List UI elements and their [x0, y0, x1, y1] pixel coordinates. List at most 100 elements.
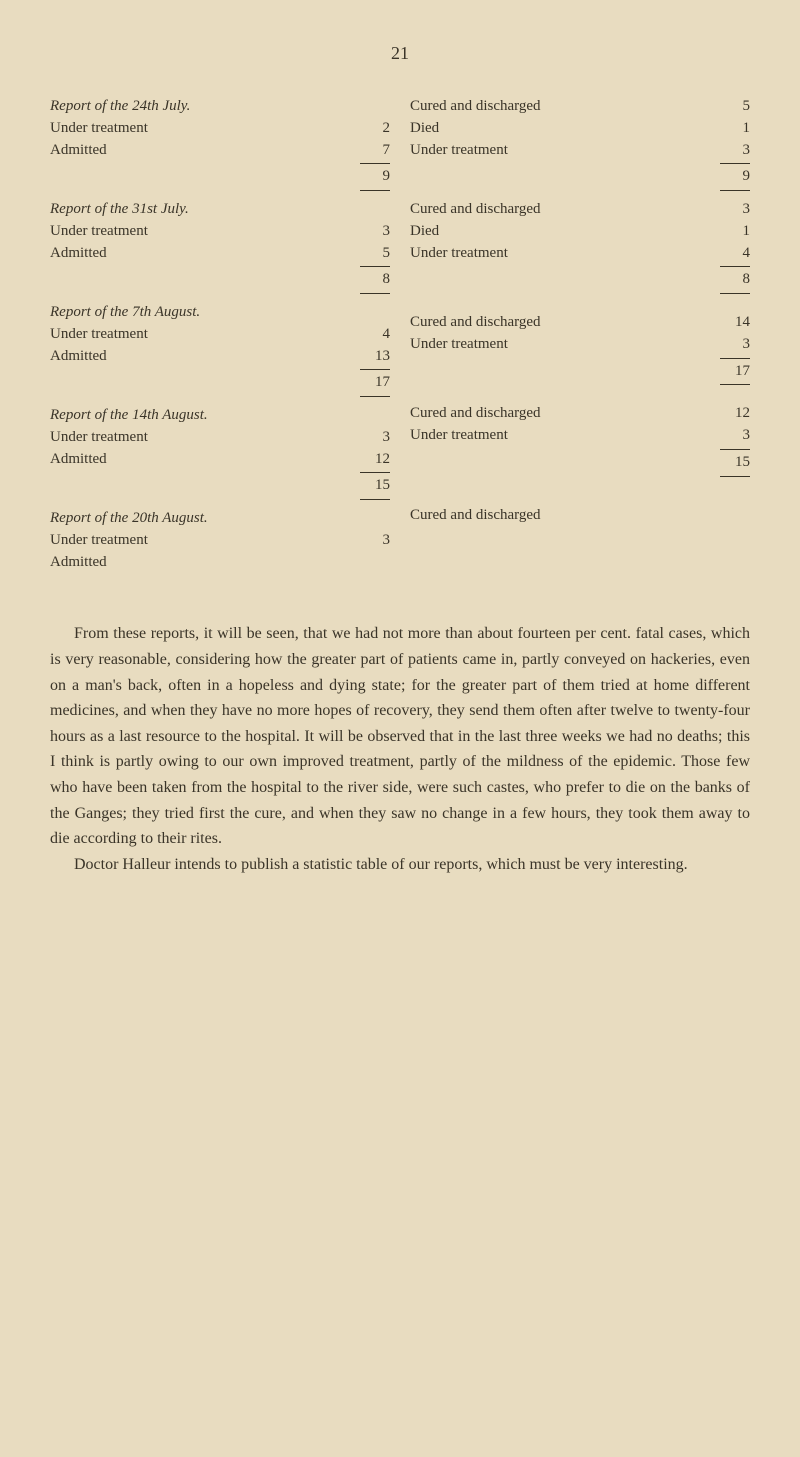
line-value: 4: [360, 324, 390, 346]
total-rule: [360, 163, 390, 164]
total-rule: [360, 396, 390, 397]
report-line: Under treatment 2: [50, 118, 390, 140]
line-label: Cured and discharged: [410, 199, 720, 221]
reports-section: Report of the 24th July. Under treatment…: [50, 96, 750, 581]
line-label: Cured and discharged: [410, 403, 720, 425]
line-value: 3: [720, 140, 750, 162]
total-rule: [360, 190, 390, 191]
report-line: Under treatment 3: [410, 140, 750, 162]
line-value: 1: [720, 118, 750, 140]
line-label: Admitted: [50, 243, 360, 265]
total-value: 15: [720, 452, 750, 474]
line-label: Under treatment: [50, 118, 360, 140]
paragraph-1: From these reports, it will be seen, tha…: [50, 621, 750, 851]
line-value: 14: [720, 312, 750, 334]
total-value: 15: [360, 475, 390, 497]
report-line: Admitted 5: [50, 243, 390, 265]
line-label: Admitted: [50, 346, 360, 368]
report-line: Under treatment 3: [410, 425, 750, 447]
total-line: 15: [410, 452, 750, 474]
total-line: 8: [410, 269, 750, 291]
total-rule: [720, 476, 750, 477]
total-value: 8: [720, 269, 750, 291]
report-title: Report of the 7th August.: [50, 302, 200, 324]
line-value: 3: [720, 334, 750, 356]
line-value: 3: [360, 530, 390, 552]
total-rule: [360, 293, 390, 294]
total-value: 9: [720, 166, 750, 188]
total-rule: [720, 266, 750, 267]
total-line: 15: [50, 475, 390, 497]
total-line: 17: [50, 372, 390, 394]
line-label: Cured and discharged: [410, 312, 720, 334]
report-block: Report of the 14th August. Under treatme…: [50, 405, 390, 500]
line-value: 5: [360, 243, 390, 265]
line-label: Admitted: [50, 449, 360, 471]
report-line: Cured and discharged 14: [410, 312, 750, 334]
report-line: Under treatment 3: [410, 334, 750, 356]
report-line: Died 1: [410, 118, 750, 140]
line-value: 4: [720, 243, 750, 265]
page-number: 21: [50, 40, 750, 66]
total-line: 9: [410, 166, 750, 188]
report-line: Under treatment 3: [50, 221, 390, 243]
page-container: 21 Report of the 24th July. Under treatm…: [0, 0, 800, 917]
total-value: 9: [360, 166, 390, 188]
total-rule: [360, 266, 390, 267]
line-value: 13: [360, 346, 390, 368]
line-value: 3: [360, 221, 390, 243]
report-line: Under treatment 4: [50, 324, 390, 346]
report-title-line: Report of the 24th July.: [50, 96, 390, 118]
report-title-line: Report of the 14th August.: [50, 405, 390, 427]
report-title: Report of the 24th July.: [50, 96, 190, 118]
total-value: 17: [360, 372, 390, 394]
paragraph-2: Doctor Halleur intends to publish a stat…: [50, 852, 750, 878]
report-line: Admitted: [50, 552, 390, 574]
report-line: Under treatment 4: [410, 243, 750, 265]
line-label: Under treatment: [410, 425, 720, 447]
line-label: Died: [410, 221, 720, 243]
report-block: Report of the 20th August. Under treatme…: [50, 508, 390, 573]
line-value: 3: [360, 427, 390, 449]
total-rule: [720, 163, 750, 164]
report-block: Report of the 31st July. Under treatment…: [50, 199, 390, 294]
report-title-line: Report of the 31st July.: [50, 199, 390, 221]
total-rule: [720, 293, 750, 294]
report-block: Cured and discharged 14 Under treatment …: [410, 312, 750, 385]
line-label: Under treatment: [410, 243, 720, 265]
report-title-line: Report of the 20th August.: [50, 508, 390, 530]
line-label: Under treatment: [50, 530, 360, 552]
report-block: Report of the 24th July. Under treatment…: [50, 96, 390, 191]
total-rule: [720, 384, 750, 385]
report-line: Under treatment 3: [50, 427, 390, 449]
total-rule: [360, 369, 390, 370]
total-rule: [720, 358, 750, 359]
line-value: 7: [360, 140, 390, 162]
report-line: Admitted 12: [50, 449, 390, 471]
total-rule: [360, 499, 390, 500]
total-line: 9: [50, 166, 390, 188]
total-rule: [360, 472, 390, 473]
line-label: Cured and discharged: [410, 96, 720, 118]
report-line: Under treatment 3: [50, 530, 390, 552]
right-column: Cured and discharged 5 Died 1 Under trea…: [410, 96, 750, 581]
report-line: Cured and discharged 5: [410, 96, 750, 118]
report-line: Admitted 7: [50, 140, 390, 162]
report-block: Report of the 7th August. Under treatmen…: [50, 302, 390, 397]
total-rule: [720, 449, 750, 450]
total-line: 8: [50, 269, 390, 291]
line-label: Cured and discharged: [410, 505, 720, 527]
line-label: Under treatment: [410, 140, 720, 162]
report-title-line: Report of the 7th August.: [50, 302, 390, 324]
report-line: Died 1: [410, 221, 750, 243]
total-line: 17: [410, 361, 750, 383]
line-value: 12: [720, 403, 750, 425]
line-label: Admitted: [50, 552, 360, 574]
left-column: Report of the 24th July. Under treatment…: [50, 96, 390, 581]
line-label: Under treatment: [410, 334, 720, 356]
total-value: 17: [720, 361, 750, 383]
body-text: From these reports, it will be seen, tha…: [50, 621, 750, 877]
report-line: Admitted 13: [50, 346, 390, 368]
report-line: Cured and discharged 3: [410, 199, 750, 221]
line-label: Under treatment: [50, 221, 360, 243]
